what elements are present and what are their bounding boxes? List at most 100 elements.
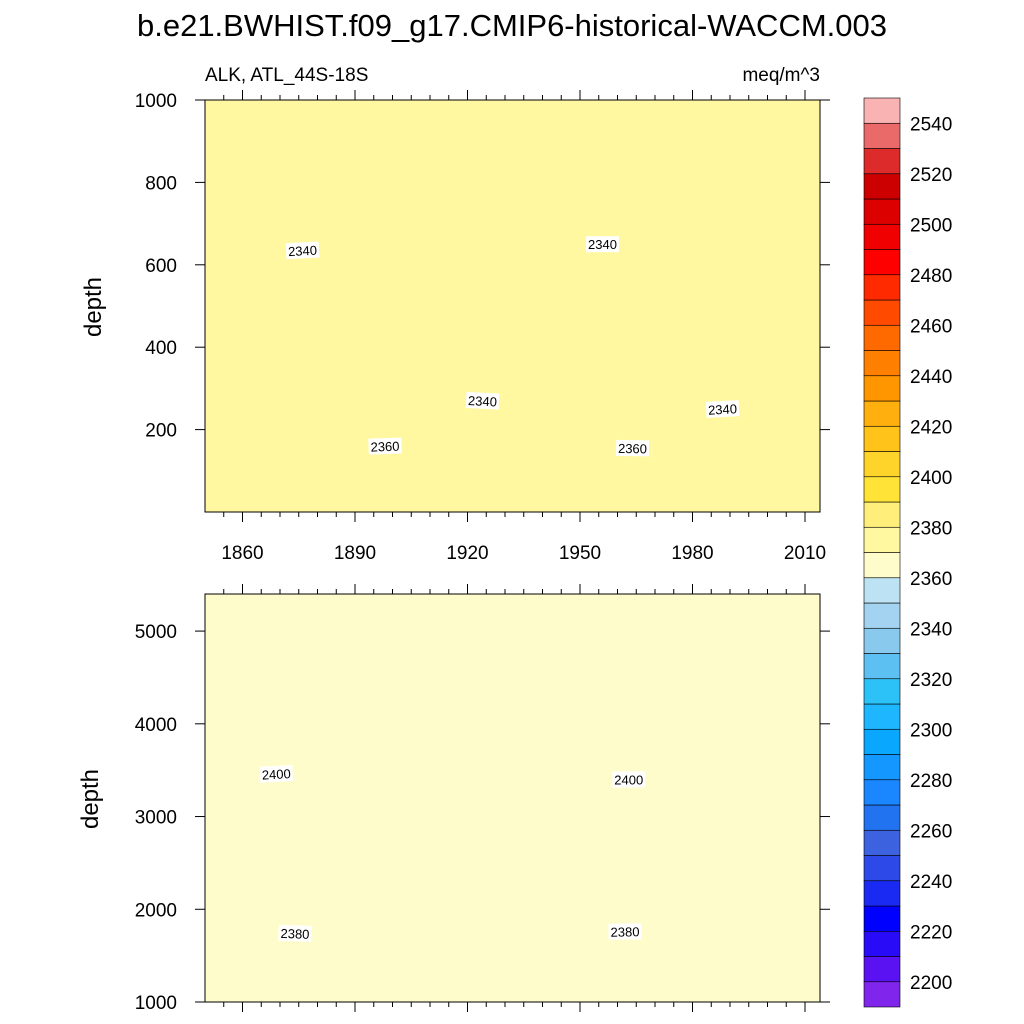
contour-label: 2340 [285,241,320,260]
chart-title: b.e21.BWHIST.f09_g17.CMIP6-historical-WA… [137,8,887,43]
colorbar-swatch [863,602,901,629]
y-tick-label: 3000 [135,808,177,829]
plot-frame [204,593,821,1003]
y-tick-label: 2000 [135,900,177,921]
colorbar-label: 2240 [910,872,952,893]
colorbar-label: 2320 [910,670,952,691]
variable-label: ALK, ATL_44S-18S [205,65,368,86]
colorbar-swatch [863,526,901,553]
lower-contour-panel: 2380 2380 2400 2400 1000 2000 3000 4000 5000 [135,584,830,1014]
colorbar-swatch [863,249,901,276]
colorbar-swatch [863,855,901,882]
colorbar-label: 2260 [910,821,952,842]
contour-label: 2340 [586,236,619,253]
contour-label-box [586,236,619,253]
contour-label-text: 2400 [261,766,291,782]
contour-label: 2400 [612,771,646,788]
colorbar-label: 2200 [910,973,952,994]
contour-label-text: 2360 [370,439,399,455]
y-tick-label: 400 [145,338,177,359]
colorbar-swatch [863,779,901,806]
contour-label-box [259,765,294,783]
colorbar-swatch [863,324,901,351]
colorbar-swatch [863,627,901,654]
contour-label-text: 2380 [610,924,639,940]
colorbar-label: 2340 [910,619,952,640]
contour-label-box [612,771,646,788]
colorbar-swatch [863,400,901,427]
colorbar-swatch [863,956,901,983]
colorbar-swatch [863,905,901,932]
contour-label: 2380 [608,923,642,940]
contour-label-box [368,437,402,455]
colorbar-swatch [863,350,901,377]
lower-y-axis-label: depth [77,769,104,829]
colorbar-label: 2460 [910,316,952,337]
contour-label: 2400 [259,765,294,783]
contour-label: 2360 [368,437,402,455]
contour-label-box [705,400,740,418]
upper-contour-panel: 2360 2360 2340 2340 2340 2340 200 400 600 800 1000… [135,90,830,564]
colorbar-swatch [863,274,901,301]
colorbar-label: 2380 [910,518,952,539]
contour-label: 2360 [615,439,650,457]
colorbar-swatch [863,299,901,326]
x-tick-label: 1890 [334,543,376,564]
colorbar-label: 2220 [910,922,952,943]
contour-band [205,594,820,1002]
y-tick-label: 800 [145,173,177,194]
y-tick-label: 1000 [135,91,177,112]
colorbar-swatch [863,678,901,705]
contour-label-box [465,391,500,410]
contour-label: 2340 [705,400,740,418]
x-tick-label: 1980 [671,543,713,564]
contour-label-box [278,924,312,942]
colorbar-swatch [863,728,901,755]
x-tick-label: 1920 [446,543,488,564]
colorbar-swatch [863,930,901,957]
colorbar-swatch [863,552,901,579]
colorbar-label: 2480 [910,266,952,287]
colorbar: 2200 2220 2240 2260 2280 2300 2320 2340 2360 2380… [863,97,952,1008]
contour-label-text: 2340 [468,393,498,409]
colorbar-swatch [863,198,901,225]
units-label: meq/m^3 [742,65,820,86]
colorbar-swatch [863,375,901,402]
colorbar-label: 2400 [910,468,952,489]
colorbar-swatch [863,425,901,452]
contour-label-text: 2340 [588,237,617,252]
colorbar-swatch [863,829,901,856]
colorbar-swatch [863,981,901,1008]
colorbar-label: 2520 [910,165,952,186]
colorbar-label: 2300 [910,720,952,741]
contour-label: 2380 [278,924,312,942]
colorbar-swatch [863,97,901,124]
colorbar-swatch [863,223,901,250]
y-tick-label: 4000 [135,715,177,736]
plot-frame [204,99,821,513]
contour-label-box [608,923,642,940]
colorbar-swatch [863,173,901,200]
contour-label-text: 2340 [708,401,738,417]
y-tick-label: 600 [145,256,177,277]
colorbar-label: 2540 [910,114,952,135]
upper-y-axis-label: depth [80,277,107,337]
contour-label-text: 2360 [618,441,647,457]
contour-label: 2340 [465,391,500,410]
x-tick-label: 2010 [784,543,826,564]
x-tick-label: 1950 [559,543,601,564]
colorbar-swatch [863,653,901,680]
colorbar-swatch [863,577,901,604]
contour-label-text: 2380 [280,926,309,942]
y-tick-label: 200 [145,421,177,442]
colorbar-swatch [863,501,901,528]
colorbar-swatch [863,804,901,831]
x-tick-label: 1860 [221,543,263,564]
colorbar-label: 2440 [910,367,952,388]
y-tick-label: 5000 [135,622,177,643]
colorbar-swatch [863,703,901,730]
y-tick-label: 1000 [135,993,177,1014]
contour-band [205,100,820,512]
contour-label-box [285,241,320,260]
